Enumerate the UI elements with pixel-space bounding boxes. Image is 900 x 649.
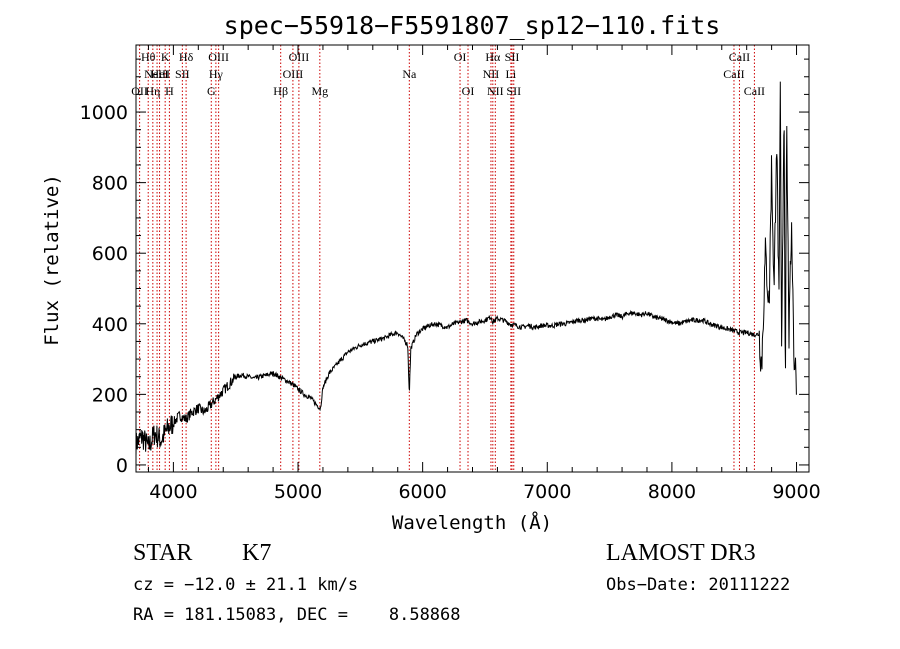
line-label-16: Na (402, 67, 417, 81)
line-label-18: OI (462, 84, 475, 98)
y-tick-label-1: 200 (92, 384, 128, 406)
spectral-line-labels: OIIHθHηNeIIIHeIKHSIIHδGHγOIIIHβOIIIOIIIM… (131, 50, 765, 98)
line-label-19: NII (483, 67, 500, 81)
line-label-6: H (165, 84, 174, 98)
spectral-line-markers (139, 45, 755, 472)
x-tick-label-2: 6000 (398, 481, 446, 503)
line-label-2: Hη (145, 84, 160, 98)
y-tick-label-0: 0 (116, 455, 128, 477)
line-label-11: OIII (208, 50, 229, 64)
x-tick-label-3: 7000 (523, 481, 571, 503)
line-label-7: SII (175, 67, 190, 81)
line-label-15: Mg (311, 84, 328, 98)
line-label-13: OIII (283, 67, 304, 81)
chart-title: spec−55918−F5591807_sp12−110.fits (224, 11, 721, 40)
x-axis-label: Wavelength (Å) (392, 511, 552, 534)
line-label-8: Hδ (179, 50, 194, 64)
redshift-cz: cz = −12.0 ± 21.1 km/s (133, 575, 358, 595)
y-tick-label-4: 800 (92, 173, 128, 195)
line-label-21: NII (487, 84, 504, 98)
x-tick-label-0: 4000 (149, 481, 197, 503)
line-label-12: Hβ (273, 84, 288, 98)
line-label-22: Li (506, 67, 517, 81)
x-tick-label-1: 5000 (274, 481, 322, 503)
y-tick-label-2: 400 (92, 314, 128, 336)
object-class: STAR (133, 540, 192, 566)
line-label-20: Hα (485, 50, 501, 64)
object-subclass: K7 (242, 540, 271, 566)
y-tick-label-5: 1000 (80, 102, 128, 124)
x-tick-label-5: 9000 (772, 481, 820, 503)
coordinates: RA = 181.15083, DEC = 8.58868 (133, 605, 461, 625)
spectrum-line (135, 81, 797, 457)
y-axis-label: Flux (relative) (41, 174, 63, 346)
line-label-1: Hθ (141, 50, 156, 64)
spectrum-series (135, 81, 797, 457)
line-label-17: OI (454, 50, 467, 64)
line-label-5: K (161, 50, 170, 64)
line-label-4: HeI (151, 67, 169, 81)
line-label-3: NeIII (144, 67, 170, 81)
line-label-0: OII (131, 84, 148, 98)
line-label-24: SII (506, 84, 521, 98)
observation-date: Obs−Date: 20111222 (606, 575, 790, 595)
line-label-9: G (207, 84, 216, 98)
line-label-10: Hγ (209, 67, 224, 81)
survey-name: LAMOST DR3 (606, 540, 756, 566)
line-label-23: SII (505, 50, 520, 64)
line-label-27: CaII (744, 84, 765, 98)
axes: 4000 5000 6000 7000 8000 9000 0 200 400 600 800 100… (80, 44, 821, 503)
y-tick-label-3: 600 (92, 243, 128, 265)
line-label-25: CaII (723, 67, 744, 81)
line-label-26: CaII (729, 50, 750, 64)
x-tick-label-4: 8000 (648, 481, 696, 503)
line-label-14: OIII (289, 50, 310, 64)
